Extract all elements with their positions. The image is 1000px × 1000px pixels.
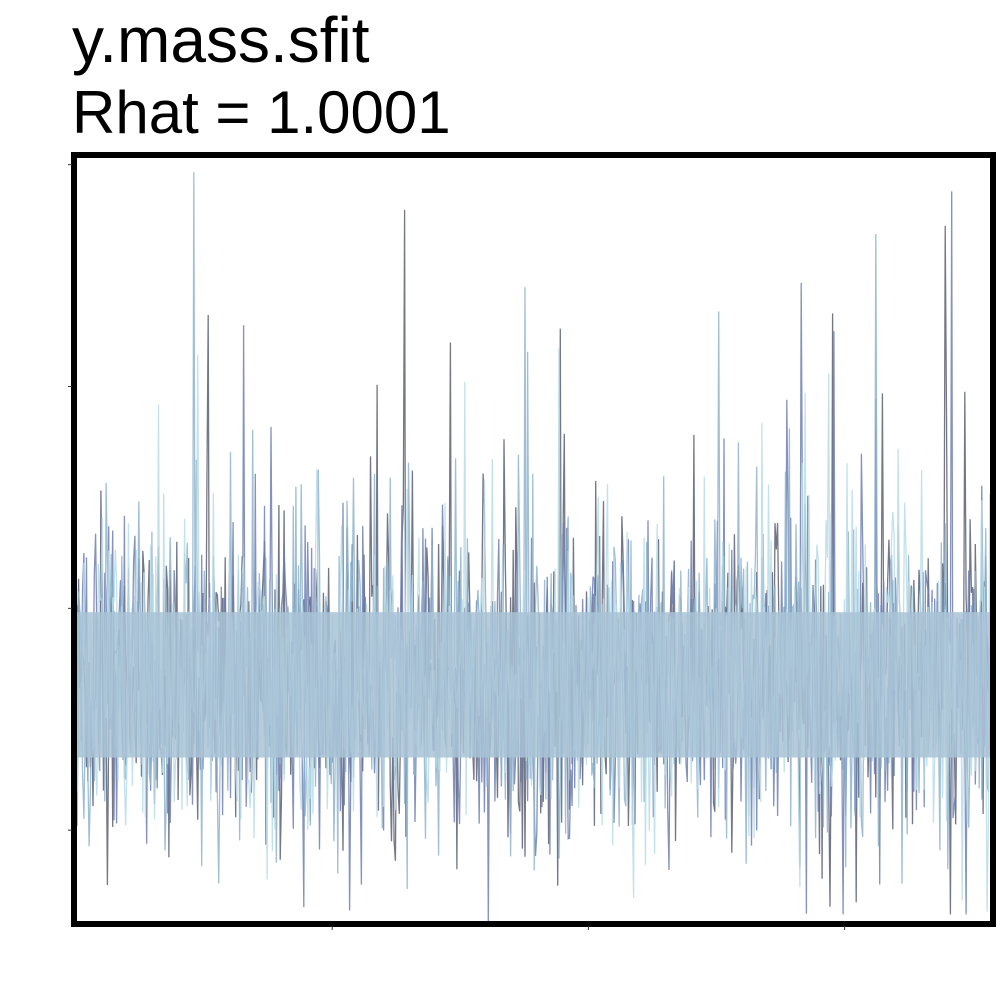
axes-group <box>68 152 996 930</box>
trace-series-group <box>75 172 992 923</box>
chart-title: y.mass.sfit <box>72 4 370 76</box>
trace-density-band <box>76 612 991 758</box>
plot-frame <box>71 152 996 927</box>
chart-subtitle: Rhat = 1.0001 <box>72 79 451 146</box>
density-band-group <box>76 612 991 758</box>
